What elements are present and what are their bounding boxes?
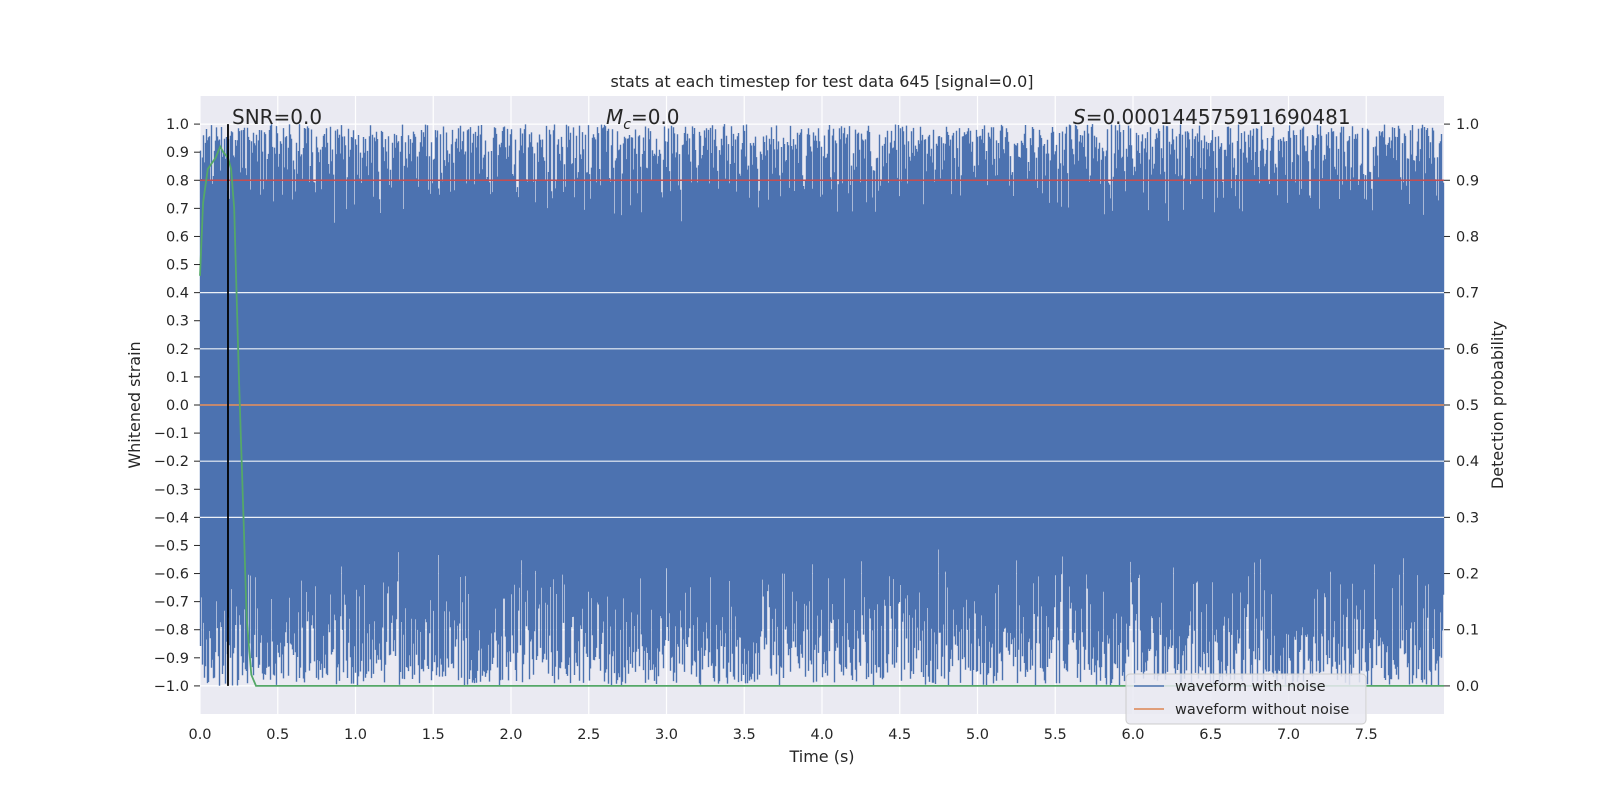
x-tick-label: 7.5 xyxy=(1355,727,1378,743)
y-tick-label: 1.0 xyxy=(166,117,189,133)
s-value: =0.000144575911690481 xyxy=(1086,105,1351,129)
y-axis-label: Whitened strain xyxy=(125,341,144,468)
y2-tick-label: 1.0 xyxy=(1456,117,1479,133)
x-axis-ticks: 0.0 0.5 1.0 1.5 2.0 2.5 3.0 3.5 4.0 4.5 5.0 5.5 6.0 6… xyxy=(188,727,1377,743)
detection-probability-line xyxy=(199,144,1444,687)
x-tick-label: 2.0 xyxy=(499,727,522,743)
y-tick-label: −0.5 xyxy=(154,538,189,554)
snr-annotation: SNR=0.0 xyxy=(232,105,322,129)
y-tick-label: 0.9 xyxy=(166,145,189,161)
x-tick-label: 4.5 xyxy=(888,727,911,743)
y2-axis-ticks: 1.0 0.9 0.8 0.7 0.6 0.5 0.4 0.3 0.2 0.1 0.0 xyxy=(1444,117,1479,695)
s-statistic-annotation: S=0.000144575911690481 xyxy=(1073,105,1351,129)
chirp-mass-subscript: c xyxy=(623,117,631,133)
y-tick-label: 0.3 xyxy=(166,314,189,330)
y2-tick-label: 0.9 xyxy=(1456,173,1479,189)
x-tick-label: 3.5 xyxy=(733,727,756,743)
legend-label-clean: waveform without noise xyxy=(1175,702,1349,718)
y2-tick-label: 0.0 xyxy=(1456,679,1479,695)
y-tick-label: −1.0 xyxy=(154,679,189,695)
x-tick-label: 6.5 xyxy=(1199,727,1222,743)
chirp-mass-value: =0.0 xyxy=(631,105,680,129)
x-tick-label: 7.0 xyxy=(1277,727,1300,743)
x-tick-label: 6.0 xyxy=(1121,727,1144,743)
y-tick-label: 0.0 xyxy=(166,398,189,414)
chirp-mass-symbol: M xyxy=(606,105,623,129)
y-tick-label: −0.2 xyxy=(154,454,189,470)
overlay-lines xyxy=(199,124,1444,687)
y-tick-label: −0.8 xyxy=(154,623,189,639)
noise-waveform-body xyxy=(200,236,1444,546)
y-tick-label: −0.6 xyxy=(154,567,189,583)
y-tick-label: 0.8 xyxy=(166,173,189,189)
y2-tick-label: 0.4 xyxy=(1456,454,1479,470)
y-tick-label: −0.7 xyxy=(154,595,189,611)
y-tick-label: 0.7 xyxy=(166,201,189,217)
x-tick-label: 1.5 xyxy=(422,727,445,743)
y-tick-label: 0.5 xyxy=(166,258,189,274)
y-tick-label: −0.3 xyxy=(154,482,189,498)
y-tick-label: 0.2 xyxy=(166,342,189,358)
y-tick-label: −0.4 xyxy=(154,510,189,526)
y-tick-label: −0.1 xyxy=(154,426,189,442)
y-tick-label: 0.6 xyxy=(166,229,189,245)
y-tick-label: −0.9 xyxy=(154,651,189,667)
y-tick-label: 0.4 xyxy=(166,286,189,302)
chirp-mass-annotation: Mc=0.0 xyxy=(606,105,680,133)
legend-box xyxy=(1125,673,1367,725)
s-symbol: S xyxy=(1073,105,1086,129)
x-tick-label: 0.5 xyxy=(266,727,289,743)
y2-tick-label: 0.8 xyxy=(1456,229,1479,245)
x-tick-label: 0.0 xyxy=(188,727,211,743)
legend: waveform with noise waveform without noi… xyxy=(1125,673,1367,725)
waveform-with-noise-series xyxy=(199,124,1445,686)
y2-tick-label: 0.6 xyxy=(1456,342,1479,358)
y2-tick-label: 0.3 xyxy=(1456,510,1479,526)
y2-axis-label: Detection probability xyxy=(1488,321,1507,489)
x-tick-label: 5.0 xyxy=(966,727,989,743)
y2-tick-label: 0.2 xyxy=(1456,567,1479,583)
x-tick-label: 5.5 xyxy=(1044,727,1067,743)
y2-tick-label: 0.5 xyxy=(1456,398,1479,414)
x-tick-label: 2.5 xyxy=(577,727,600,743)
y2-tick-label: 0.7 xyxy=(1456,286,1479,302)
legend-label-noise: waveform with noise xyxy=(1175,679,1326,695)
y-tick-label: 0.1 xyxy=(166,370,189,386)
y2-tick-label: 0.1 xyxy=(1456,623,1479,639)
x-tick-label: 1.0 xyxy=(344,727,367,743)
y-axis-ticks: 1.0 0.9 0.8 0.7 0.6 0.5 0.4 0.3 0.2 0.1 0.0 −0.1 −0.… xyxy=(154,117,200,695)
chart-title: stats at each timestep for test data 645… xyxy=(610,72,1033,91)
x-tick-label: 3.0 xyxy=(655,727,678,743)
x-axis-label: Time (s) xyxy=(788,747,854,766)
x-tick-label: 4.0 xyxy=(810,727,833,743)
